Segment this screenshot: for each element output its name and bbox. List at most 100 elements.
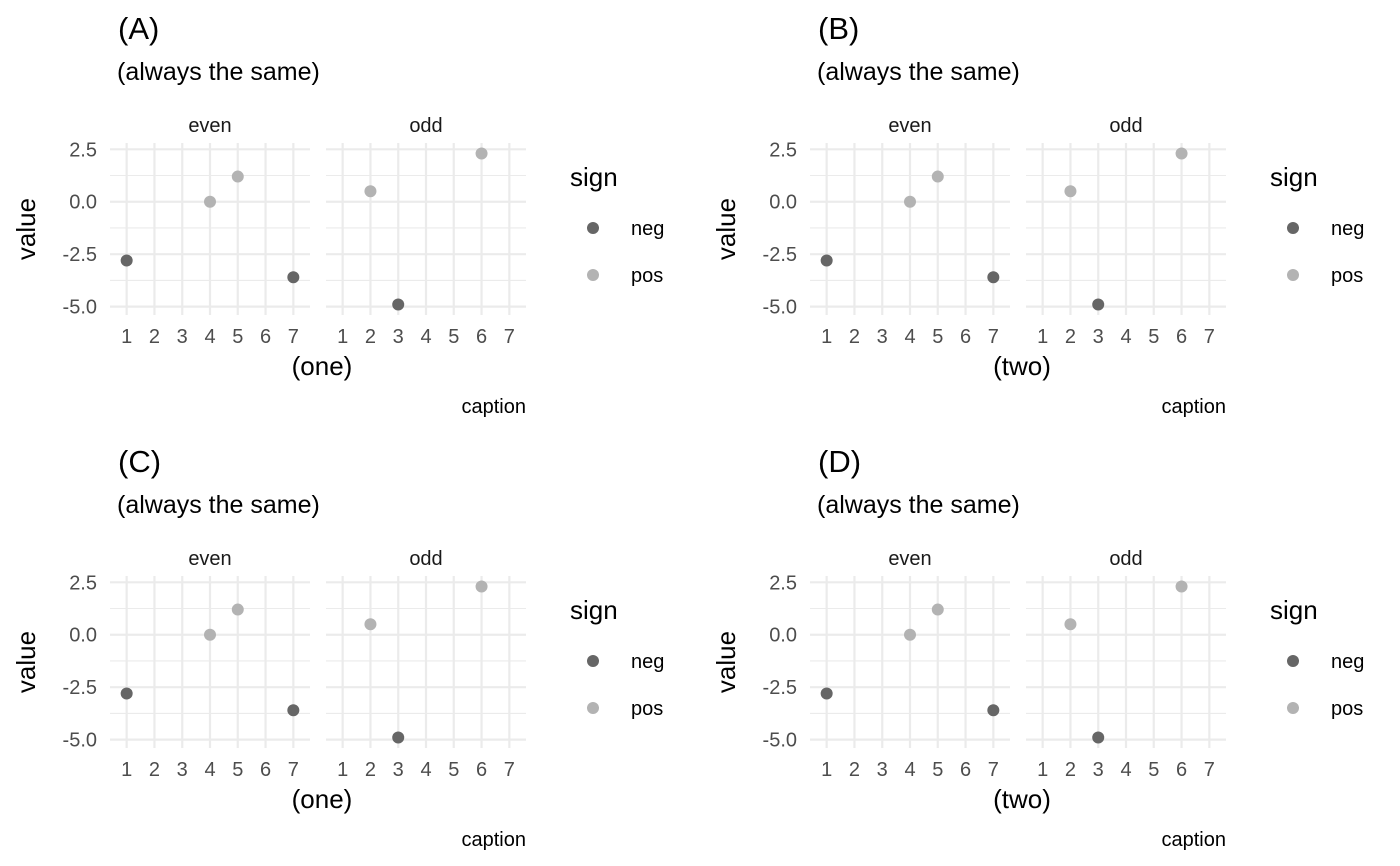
legend-title: sign (570, 595, 618, 625)
facet-odd: 1 2 3 4 5 6 7 odd (1026, 115, 1226, 348)
chart-caption: caption (1162, 396, 1227, 418)
y-axis-title: value (711, 198, 741, 260)
facet-strip-label: odd (1109, 115, 1142, 137)
x-tick-label: 1 (821, 326, 832, 348)
data-point-pos (1175, 580, 1188, 593)
chart-caption: caption (1162, 829, 1227, 851)
y-tick-label: 0.0 (69, 192, 97, 214)
legend-label: neg (631, 651, 664, 673)
facet-odd: 1 2 3 4 5 6 7 odd (326, 548, 526, 781)
legend-key-pos (1287, 269, 1299, 281)
legend-key-pos (587, 702, 599, 714)
legend-label: pos (631, 698, 663, 720)
x-tick-label: 6 (1176, 326, 1187, 348)
data-point-pos (931, 603, 944, 616)
data-point-pos (904, 195, 916, 208)
x-tick-label: 3 (177, 326, 188, 348)
data-point-neg (987, 271, 1000, 284)
data-point-neg (820, 687, 833, 700)
chart-subtitle: (always the same) (117, 491, 320, 519)
x-tick-label: 1 (821, 759, 832, 781)
legend-label: neg (1331, 218, 1364, 240)
x-tick-label: 6 (260, 759, 271, 781)
x-tick-label: 4 (420, 759, 431, 781)
x-tick-label: 3 (877, 326, 888, 348)
x-tick-label: 1 (337, 326, 348, 348)
facet-odd: 1 2 3 4 5 6 7 odd (1026, 548, 1226, 781)
chart-caption: caption (462, 396, 527, 418)
x-tick-label: 4 (904, 759, 915, 781)
y-tick-label: 0.0 (769, 625, 797, 647)
legend-title: sign (1270, 595, 1318, 625)
y-tick-label: 2.5 (769, 139, 797, 161)
chart-tag: (C) (118, 444, 161, 479)
x-tick-label: 6 (476, 759, 487, 781)
legend-title: sign (570, 162, 618, 192)
x-axis-title: (one) (292, 784, 353, 814)
x-tick-label: 5 (232, 759, 243, 781)
x-tick-label: 5 (932, 759, 943, 781)
facet-strip-label: odd (1109, 548, 1142, 570)
x-tick-label: 7 (288, 326, 299, 348)
legend: sign neg pos (1270, 162, 1364, 287)
chart-caption: caption (462, 829, 527, 851)
x-tick-label: 7 (504, 759, 515, 781)
x-tick-label: 2 (365, 326, 376, 348)
legend-key-pos (1287, 702, 1299, 714)
chart-subtitle: (always the same) (817, 491, 1020, 519)
y-tick-label: -5.0 (63, 297, 97, 319)
x-tick-label: 1 (121, 326, 132, 348)
chart-tag: (D) (818, 444, 861, 479)
facet-odd: 1 2 3 4 5 6 7 odd (326, 115, 526, 348)
y-tick-label: -5.0 (763, 730, 797, 752)
y-tick-label: -2.5 (63, 244, 97, 266)
legend-label: neg (1331, 651, 1364, 673)
y-tick-label: 2.5 (769, 572, 797, 594)
x-tick-label: 5 (448, 759, 459, 781)
x-tick-label: 2 (1065, 326, 1076, 348)
data-point-neg (287, 704, 300, 717)
facet-strip-label: even (888, 115, 931, 137)
chart-panel-1: (A)(always the same)2.50.0-2.5-5.01 2 3 4 5 6… (11, 11, 664, 418)
data-point-pos (364, 185, 377, 198)
y-tick-label: 0.0 (769, 192, 797, 214)
data-point-pos (231, 170, 244, 183)
x-tick-label: 4 (204, 326, 215, 348)
data-point-pos (1175, 147, 1188, 160)
x-tick-label: 4 (420, 326, 431, 348)
x-tick-label: 1 (1037, 326, 1048, 348)
legend-title: sign (1270, 162, 1318, 192)
data-point-pos (475, 580, 488, 593)
data-point-neg (820, 254, 833, 267)
x-tick-label: 6 (960, 326, 971, 348)
chart-panel-2: (B)(always the same)2.50.0-2.5-5.01 2 3 4 5 6… (711, 11, 1364, 418)
y-axis-title: value (11, 631, 41, 693)
legend-key-neg (1287, 655, 1299, 667)
y-axis-title: value (11, 198, 41, 260)
data-point-pos (475, 147, 488, 160)
legend: sign neg pos (570, 595, 664, 720)
facet-even: 1 2 3 4 5 6 7 even (110, 548, 310, 781)
facet-strip-label: even (188, 548, 231, 570)
data-point-neg (1092, 731, 1105, 744)
data-point-pos (1064, 618, 1077, 631)
legend-label: pos (1331, 265, 1363, 287)
facet-even: 1 2 3 4 5 6 7 even (110, 115, 310, 348)
data-point-pos (204, 628, 216, 641)
x-tick-label: 3 (1093, 759, 1104, 781)
data-point-neg (392, 298, 405, 311)
data-point-pos (1064, 185, 1077, 198)
y-tick-label: 0.0 (69, 625, 97, 647)
x-tick-label: 3 (393, 326, 404, 348)
data-point-pos (931, 170, 944, 183)
chart-panel-3: (C)(always the same)2.50.0-2.5-5.01 2 3 4 5 6… (11, 444, 664, 851)
x-tick-label: 3 (877, 759, 888, 781)
x-axis-title: (two) (993, 351, 1051, 381)
legend-label: pos (631, 265, 663, 287)
legend-key-pos (587, 269, 599, 281)
x-tick-label: 7 (988, 759, 999, 781)
x-tick-label: 4 (1120, 326, 1131, 348)
x-tick-label: 7 (1204, 326, 1215, 348)
legend: sign neg pos (1270, 595, 1364, 720)
